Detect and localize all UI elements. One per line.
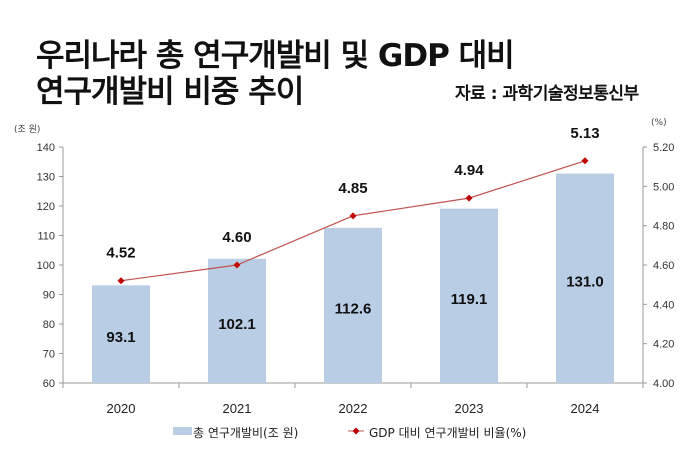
ratio-point	[117, 277, 125, 285]
left-axis-tick-label: 80	[43, 319, 55, 331]
x-axis-tick-label: 2023	[455, 401, 484, 416]
ratio-value-label: 4.60	[222, 229, 251, 246]
left-axis-unit: (조 원)	[14, 124, 40, 135]
x-axis-tick-label: 2021	[223, 401, 252, 416]
legend-line-marker	[352, 427, 360, 435]
bar	[324, 227, 382, 383]
ratio-value-label: 4.85	[338, 180, 367, 197]
x-axis-tick-label: 2024	[571, 401, 600, 416]
bar-value-label: 93.1	[106, 329, 135, 346]
x-axis-tick-label: 2020	[107, 401, 136, 416]
ratio-value-label: 4.94	[454, 162, 484, 179]
left-axis-tick-label: 110	[37, 231, 55, 243]
bar-value-label: 119.1	[451, 291, 488, 308]
ratio-point	[581, 157, 589, 165]
bar	[92, 285, 150, 383]
ratio-point	[349, 212, 357, 220]
legend-bar-label: 총 연구개발비(조 원)	[193, 426, 298, 440]
left-axis-tick-label: 100	[37, 260, 55, 272]
bar	[556, 173, 614, 383]
x-axis-tick-label: 2022	[339, 401, 368, 416]
chart-title-line1: 우리나라 총 연구개발비 및 GDP 대비	[36, 38, 515, 74]
ratio-value-label: 5.13	[570, 125, 599, 142]
bar-value-label: 102.1	[218, 316, 256, 333]
left-axis-tick-label: 120	[37, 201, 55, 213]
left-axis-tick-label: 60	[43, 378, 55, 390]
ratio-point	[465, 194, 473, 202]
chart-title-line2: 연구개발비 비중 추이	[36, 74, 304, 110]
left-axis-tick-label: 130	[37, 172, 55, 184]
source-note: 자료 : 과학기술정보통신부	[455, 84, 639, 104]
left-axis-tick-label: 140	[37, 142, 55, 154]
legend: 총 연구개발비(조 원) GDP 대비 연구개발비 비율(%)	[173, 426, 526, 440]
left-axis-tick-label: 70	[43, 349, 55, 361]
bar-value-label: 112.6	[335, 300, 372, 317]
left-axis-tick-label: 90	[43, 290, 55, 302]
bar	[208, 258, 266, 383]
right-axis-tick-label: 5.20	[653, 142, 674, 154]
right-axis-tick-label: 4.20	[653, 339, 674, 351]
bar-value-label: 131.0	[566, 273, 604, 290]
ratio-point	[233, 261, 241, 269]
right-axis-tick-label: 4.00	[653, 378, 674, 390]
right-axis-tick-label: 4.80	[653, 221, 674, 233]
ratio-value-label: 4.52	[106, 245, 135, 262]
right-axis-tick-label: 4.60	[653, 260, 674, 272]
legend-bar-swatch	[173, 427, 192, 435]
bar	[440, 208, 498, 383]
legend-line-label: GDP 대비 연구개발비 비율(%)	[369, 426, 526, 440]
right-axis-tick-label: 5.00	[653, 181, 674, 193]
right-axis-tick-label: 4.40	[653, 299, 674, 311]
right-axis-unit: (%)	[651, 118, 667, 128]
